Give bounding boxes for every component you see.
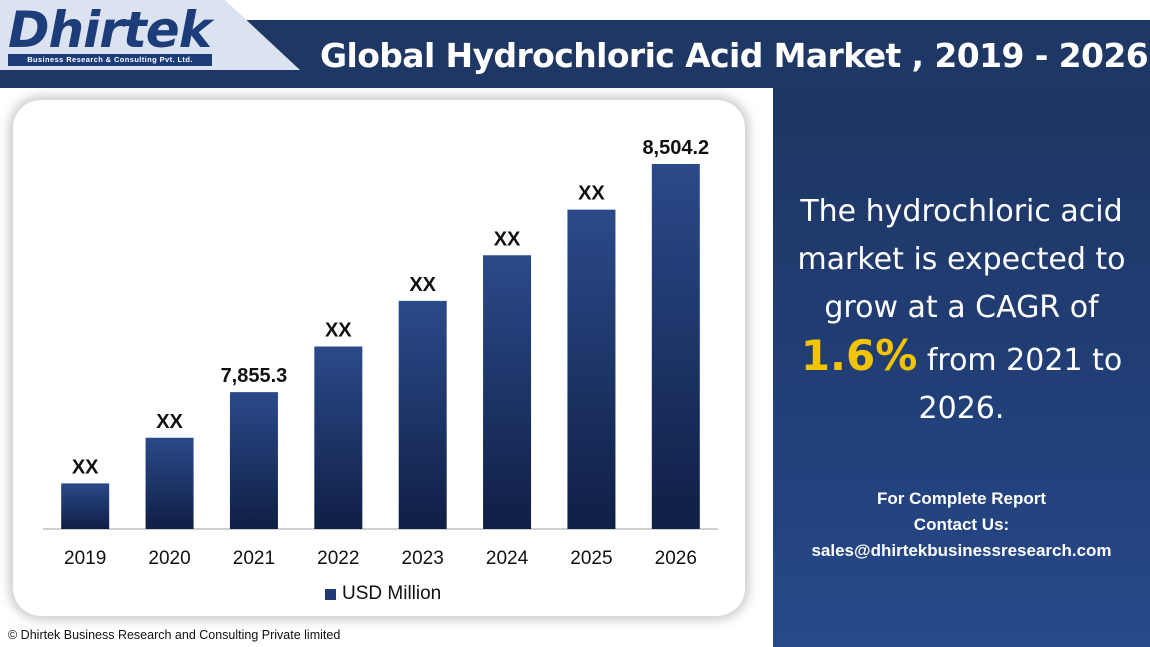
contact-block: For Complete Report Contact Us: sales@dh…	[773, 486, 1150, 564]
bar-2023	[398, 300, 447, 529]
data-label-2026: 8,504.2	[642, 137, 709, 159]
x-tick-2022: 2022	[317, 548, 359, 569]
data-label-2020: XX	[156, 411, 183, 433]
bar-chart: XX 2019 XX 2020 7,855.3 2021 XX 2022 XX 2023 XX 202…	[43, 137, 718, 569]
data-label-2021: 7,855.3	[221, 365, 288, 387]
x-tick-2020: 2020	[148, 548, 190, 569]
chart-card: XX 2019 XX 2020 7,855.3 2021 XX 2022 XX 2023 XX 202…	[13, 100, 745, 616]
legend-label: USD Million	[342, 583, 442, 604]
legend-swatch	[325, 588, 336, 600]
info-panel: The hydrochloric acid market is expected…	[773, 88, 1150, 647]
summary-line-3: grow at a CAGR of	[824, 290, 1099, 325]
bar-2020	[145, 437, 194, 529]
cagr-value: 1.6%	[800, 331, 918, 380]
dhirtek-logo[interactable]: Dhirtek Business Research & Consulting P…	[8, 2, 213, 66]
contact-email-link[interactable]: sales@dhirtekbusinessresearch.com	[811, 541, 1112, 560]
copyright-notice: © Dhirtek Business Research and Consulti…	[8, 628, 341, 642]
x-tick-2019: 2019	[64, 548, 106, 569]
chart-legend: USD Million	[325, 582, 441, 606]
contact-subheading: Contact Us:	[913, 515, 1010, 534]
data-label-2025: XX	[578, 183, 605, 205]
bar-2019	[61, 483, 110, 529]
data-label-2019: XX	[72, 456, 99, 478]
logo-tagline: Business Research & Consulting Pvt. Ltd.	[8, 54, 212, 66]
bar-2024	[483, 255, 532, 529]
contact-heading: For Complete Report	[876, 489, 1047, 508]
summary-line-1: The hydrochloric acid	[800, 194, 1123, 229]
x-tick-2023: 2023	[402, 548, 444, 569]
market-summary: The hydrochloric acid market is expected…	[773, 188, 1150, 433]
x-tick-2025: 2025	[570, 548, 612, 569]
data-label-2023: XX	[409, 274, 436, 296]
summary-line-2: market is expected to	[797, 242, 1126, 277]
bar-2025	[567, 209, 616, 529]
x-tick-2026: 2026	[655, 548, 697, 569]
x-tick-2021: 2021	[233, 548, 275, 569]
x-tick-2024: 2024	[486, 548, 529, 569]
logo-wordmark: Dhirtek	[8, 1, 212, 59]
summary-line-4-suffix: from 2021 to	[917, 343, 1123, 378]
page-title: Global Hydrochloric Acid Market , 2019 -…	[320, 36, 1149, 75]
data-label-2022: XX	[325, 320, 352, 342]
summary-line-5: 2026.	[918, 391, 1005, 426]
data-label-2024: XX	[494, 228, 521, 250]
bar-2022	[314, 346, 363, 529]
header: Dhirtek Business Research & Consulting P…	[0, 0, 1150, 88]
summary-line-4: 1.6% from 2021 to	[773, 332, 1150, 385]
bar-2026	[651, 164, 700, 529]
bar-2021	[229, 392, 278, 529]
